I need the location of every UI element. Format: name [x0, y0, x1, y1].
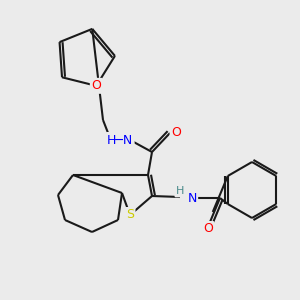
Text: S: S	[126, 208, 134, 221]
Text: O: O	[203, 223, 213, 236]
Text: N: N	[187, 191, 197, 205]
Text: H─N: H─N	[107, 134, 133, 146]
Text: O: O	[91, 79, 101, 92]
Text: H: H	[176, 186, 184, 196]
Text: O: O	[171, 127, 181, 140]
